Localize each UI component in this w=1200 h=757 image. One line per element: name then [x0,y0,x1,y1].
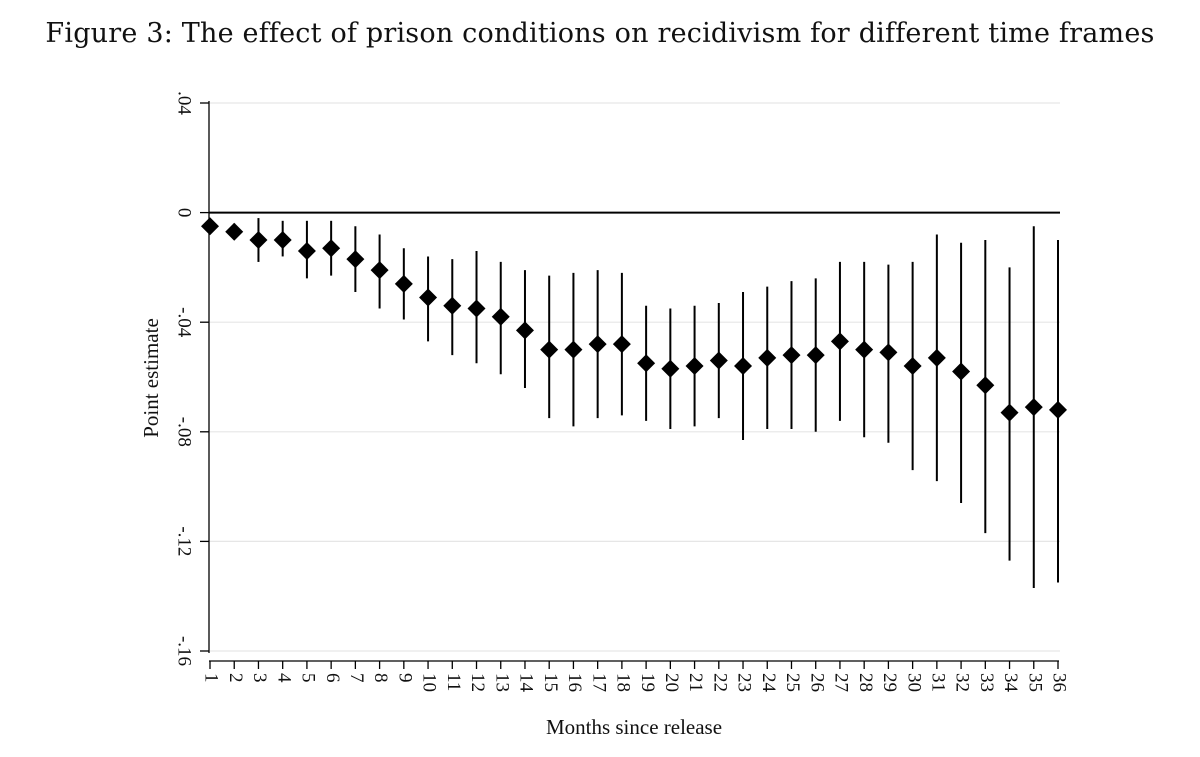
y-tick-label: -.12 [174,526,195,556]
point-estimate-marker [685,357,704,376]
x-tick-label: 32 [952,673,973,692]
point-estimate-marker [903,357,922,376]
point-estimate-marker [758,348,777,367]
gridlines [210,102,1060,652]
point-estimate-marker [855,340,874,359]
point-estimate-marker [322,239,341,258]
x-tick-label: 10 [419,673,440,692]
x-tick-label: 21 [685,673,706,692]
y-axis: .04 0 -.04 -.08 -.12 -.16 [174,91,210,666]
point-estimate-marker [443,296,462,315]
point-estimate-marker [806,346,825,365]
x-tick-label: 34 [1000,673,1021,693]
x-tick-label: 26 [806,673,827,692]
point-estimate-marker [637,354,656,373]
x-axis-title: Months since release [546,715,722,739]
x-tick-label: 1 [201,673,222,683]
point-estimate-marker [346,250,365,269]
x-tick-label: 20 [661,673,682,692]
point-estimate-marker [515,321,534,340]
point-estimate-marker [249,231,268,249]
point-estimate-marker [612,335,631,354]
point-estimate-marker [709,351,728,370]
point-estimate-marker [273,231,292,249]
point-estimate-marker [952,362,971,381]
x-tick-label: 17 [588,673,609,692]
point-estimate-marker [661,359,680,378]
x-tick-label: 25 [782,673,803,692]
point-estimate-marker [879,343,898,362]
point-estimate-marker [491,307,510,326]
x-tick-label: 6 [322,673,343,683]
x-tick-label: 31 [927,673,948,692]
x-tick-label: 18 [613,673,634,692]
x-tick-label: 12 [467,673,488,692]
y-tick-label: -.16 [174,636,195,666]
point-estimates [201,217,1067,422]
point-estimate-marker [830,332,849,351]
point-estimate-marker [1000,403,1019,422]
point-estimate-marker [1049,400,1067,419]
point-estimate-marker [394,274,413,293]
y-tick-label: -.08 [174,417,195,447]
point-estimate-marker [1024,398,1043,417]
x-tick-label: 16 [564,673,585,692]
y-tick-label: -.04 [174,307,195,338]
x-tick-label: 9 [394,673,415,683]
point-estimate-marker [370,261,389,280]
x-tick-label: 14 [516,673,537,693]
x-tick-label: 36 [1049,673,1070,692]
x-tick-label: 27 [831,673,852,692]
x-tick-label: 13 [491,673,512,692]
x-tick-label: 22 [709,673,730,692]
x-axis: 1 2 3 4 5 6 7 8 9 10 11 12 13 14 15 16 17 18 19 20 21 22 23 24 2… [201,660,1070,693]
point-estimate-marker [540,340,559,359]
x-tick-label: 23 [734,673,755,692]
x-tick-label: 2 [225,673,246,683]
point-estimate-marker [782,346,801,365]
x-tick-label: 28 [855,673,876,692]
x-tick-label: 29 [879,673,900,692]
point-estimate-marker [927,348,946,367]
x-tick-label: 11 [443,673,464,691]
point-estimate-marker [419,288,438,307]
point-estimate-marker [976,376,995,395]
x-tick-label: 8 [370,673,391,683]
point-estimate-marker [564,340,583,359]
point-estimate-marker [588,335,607,354]
x-tick-label: 24 [758,673,779,693]
x-tick-label: 5 [298,673,319,683]
x-tick-label: 7 [346,673,367,683]
y-tick-label: 0 [174,208,195,218]
x-tick-label: 35 [1024,673,1045,692]
confidence-intervals [209,218,1059,588]
point-estimate-marker [297,241,316,260]
y-axis-title: Point estimate [139,318,163,438]
x-tick-label: 33 [976,673,997,692]
x-tick-label: 15 [540,673,561,692]
x-tick-label: 19 [637,673,658,692]
y-tick-label: .04 [174,91,195,115]
x-tick-label: 4 [273,673,294,683]
x-tick-label: 3 [249,673,270,683]
figure-title: Figure 3: The effect of prison condition… [45,18,1155,49]
point-estimate-marker [467,299,486,318]
point-estimate-marker [734,357,753,376]
point-estimate-marker [201,217,219,236]
x-tick-label: 30 [903,673,924,692]
point-estimate-marker [225,222,244,241]
